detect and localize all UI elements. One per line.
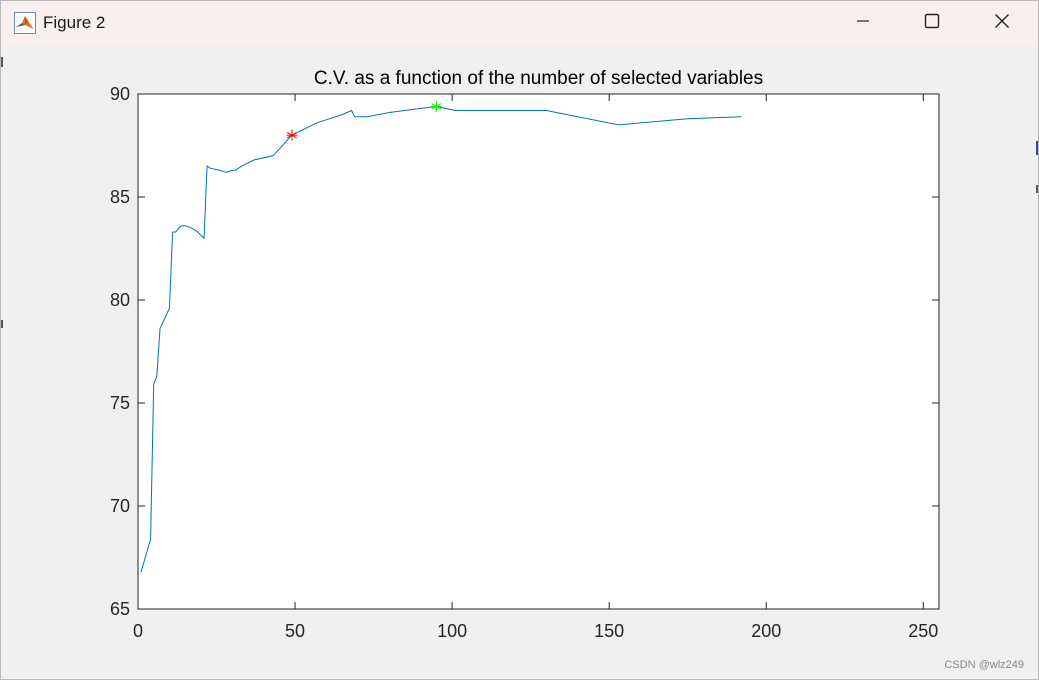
maximize-button[interactable] <box>897 1 967 45</box>
chart-title: C.V. as a function of the number of sele… <box>314 68 763 89</box>
plot-frame <box>137 93 940 610</box>
window-edge-mark <box>1 320 3 328</box>
x-tick-label: 250 <box>908 621 938 641</box>
x-tick-label: 200 <box>751 621 781 641</box>
series-line <box>140 105 742 573</box>
close-button[interactable] <box>967 1 1037 45</box>
title-bar[interactable]: Figure 2 <box>1 1 1038 45</box>
minimize-icon <box>856 14 870 33</box>
x-tick-label: 50 <box>285 621 305 641</box>
y-tick-label: 90 <box>110 84 130 104</box>
window-edge-mark <box>1 57 3 67</box>
marker-star <box>286 129 298 141</box>
window-edge-mark <box>1036 185 1038 193</box>
marker-star <box>430 100 442 112</box>
window-edge-mark <box>1036 141 1038 155</box>
window-title: Figure 2 <box>43 13 106 32</box>
y-tick-label: 80 <box>110 290 130 310</box>
minimize-button[interactable] <box>828 1 898 45</box>
y-tick-label: 85 <box>110 187 130 207</box>
x-tick-label: 0 <box>133 621 143 641</box>
watermark: CSDN @wlz249 <box>944 659 1024 671</box>
y-tick-label: 70 <box>110 496 130 516</box>
x-tick-label: 150 <box>594 621 624 641</box>
plot-area <box>138 94 939 609</box>
close-icon <box>994 13 1010 34</box>
y-tick-label: 75 <box>110 393 130 413</box>
y-tick-label: 65 <box>110 599 130 619</box>
maximize-icon <box>924 13 940 34</box>
matlab-icon <box>14 12 36 34</box>
x-tick-label: 100 <box>437 621 467 641</box>
